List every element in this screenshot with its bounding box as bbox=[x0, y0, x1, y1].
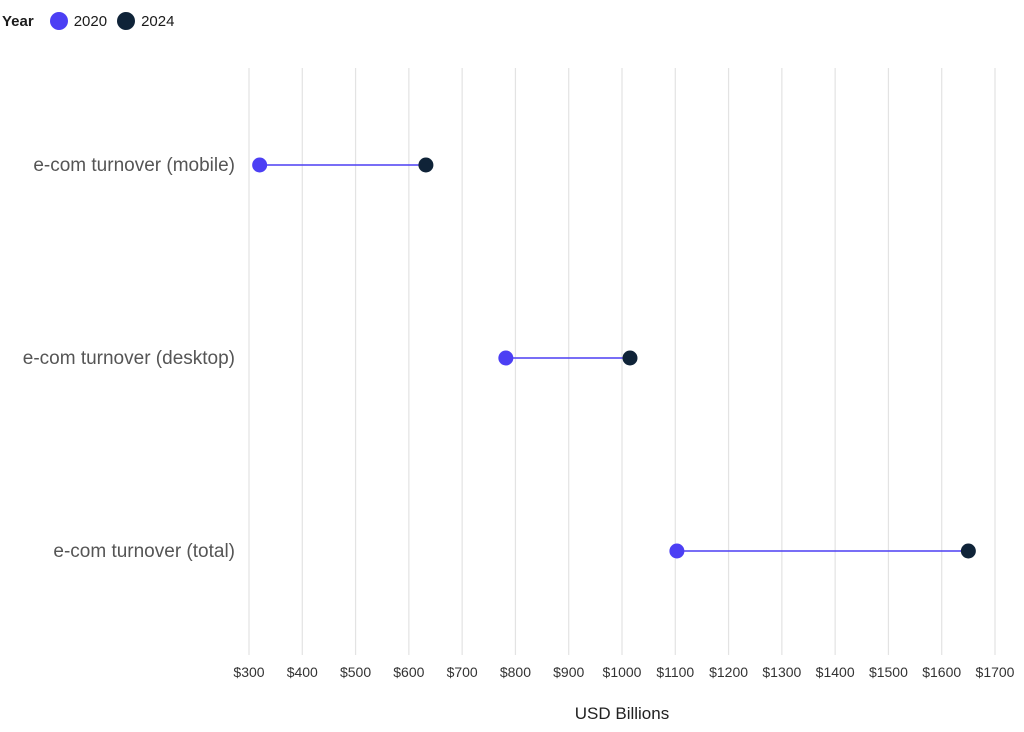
x-tick-label: $1300 bbox=[762, 664, 801, 680]
connector-lines bbox=[259, 164, 969, 552]
legend-label-2020: 2020 bbox=[73, 12, 108, 30]
legend-label-2024: 2024 bbox=[141, 12, 175, 30]
legend-swatch-2024 bbox=[117, 12, 136, 30]
legend-title: Year bbox=[2, 12, 34, 30]
x-tick-label: $1100 bbox=[656, 664, 694, 680]
data-point-2024 bbox=[960, 543, 976, 559]
x-tick-label: $1400 bbox=[816, 664, 855, 680]
data-point-2024 bbox=[418, 157, 434, 173]
x-tick-label: $1500 bbox=[869, 664, 908, 680]
grid-lines bbox=[248, 68, 996, 655]
data-points bbox=[252, 157, 976, 559]
legend-item-2024[interactable]: 2024 bbox=[117, 12, 174, 30]
data-point-2020 bbox=[252, 157, 268, 173]
x-tick-label: $1000 bbox=[603, 664, 642, 680]
category-label: e-com turnover (desktop) bbox=[23, 348, 235, 369]
category-label: e-com turnover (total) bbox=[53, 541, 235, 562]
data-point-2024 bbox=[622, 350, 638, 366]
legend-swatch-2020 bbox=[49, 12, 68, 30]
category-labels: e-com turnover (mobile) e-com turnover (d… bbox=[23, 155, 235, 562]
x-tick-label: $300 bbox=[233, 664, 264, 680]
x-axis-title: USD Billions bbox=[575, 704, 669, 723]
category-label: e-com turnover (mobile) bbox=[33, 155, 235, 176]
x-tick-label: $400 bbox=[287, 664, 318, 680]
legend: Year 2020 2024 bbox=[2, 10, 184, 32]
x-tick-label: $700 bbox=[447, 664, 478, 680]
x-tick-label: $600 bbox=[393, 664, 424, 680]
x-tick-label: $500 bbox=[340, 664, 371, 680]
x-tick-label: $900 bbox=[553, 664, 584, 680]
x-tick-label: $1200 bbox=[709, 664, 748, 680]
legend-item-2020[interactable]: 2020 bbox=[49, 12, 108, 30]
x-tick-label: $800 bbox=[500, 664, 531, 680]
x-tick-labels: $300 $400 $500 $600 $700 $800 $900 $1000 $1100 $1… bbox=[233, 664, 1014, 680]
x-tick-label: $1700 bbox=[976, 664, 1015, 680]
data-point-2020 bbox=[498, 350, 514, 366]
x-tick-label: $1600 bbox=[922, 664, 961, 680]
data-point-2020 bbox=[669, 543, 685, 559]
